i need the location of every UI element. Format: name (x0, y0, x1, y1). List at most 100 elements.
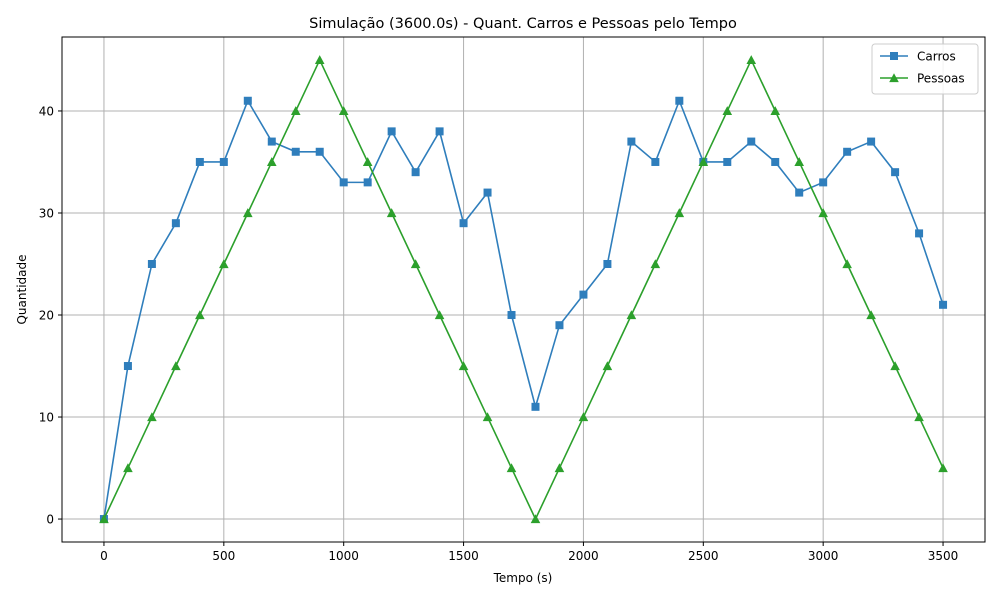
series-line (103, 98, 944, 520)
data-point (626, 310, 637, 320)
data-point (795, 188, 804, 197)
x-tick-label: 1500 (448, 549, 479, 563)
data-point (698, 157, 709, 167)
y-tick-label: 10 (39, 411, 54, 425)
x-tick-label: 2000 (568, 549, 599, 563)
data-point (482, 412, 493, 422)
data-point (315, 147, 324, 156)
series-line (103, 58, 944, 521)
x-tick-label: 3500 (928, 549, 959, 563)
legend-marker (889, 73, 899, 83)
x-tick-label: 3000 (808, 549, 839, 563)
data-point (387, 127, 396, 136)
y-tick-label: 30 (39, 206, 54, 220)
data-point (195, 310, 205, 320)
data-point (123, 463, 133, 473)
data-point (674, 208, 685, 218)
data-point (578, 412, 589, 422)
data-point (123, 362, 132, 371)
data-point (530, 514, 541, 524)
data-point (362, 157, 373, 167)
data-point (219, 157, 228, 166)
data-point (459, 219, 468, 228)
series-layer (99, 55, 948, 524)
data-point (651, 157, 660, 166)
data-point (842, 259, 852, 269)
y-axis-label: Quantidade (15, 254, 29, 324)
x-axis-label: Tempo (s) (493, 571, 553, 585)
chart-title: Simulação (3600.0s) - Quant. Carros e Pe… (309, 16, 737, 32)
data-point (746, 55, 757, 65)
data-point (915, 229, 924, 238)
legend-label: Carros (917, 50, 956, 64)
plot-frame (61, 36, 986, 543)
data-point (242, 208, 253, 218)
data-point (411, 168, 420, 177)
x-tick-label: 2500 (688, 549, 719, 563)
legend: Carros Pessoas (871, 43, 979, 95)
data-point (531, 402, 540, 411)
data-point (867, 137, 876, 146)
data-point (554, 463, 565, 473)
data-point (819, 178, 828, 187)
series-carros (99, 96, 948, 524)
data-point (483, 188, 492, 197)
data-point (171, 219, 180, 228)
data-point (314, 55, 325, 65)
data-point (171, 361, 181, 371)
data-point (843, 147, 852, 156)
data-point (291, 147, 300, 156)
data-point (363, 178, 372, 187)
data-point (290, 106, 301, 116)
data-point (579, 290, 588, 299)
y-tick-label: 0 (46, 513, 54, 527)
data-point (722, 106, 733, 116)
axis-ticks: 0 500 1000 1500 2000 2500 3000 3500 0 10 20 30 40 (39, 104, 959, 563)
data-point (675, 96, 684, 105)
data-point (266, 157, 277, 167)
y-tick-label: 40 (39, 104, 54, 118)
data-point (506, 463, 517, 473)
data-point (602, 361, 613, 371)
data-point (939, 300, 948, 309)
data-point (650, 259, 661, 269)
data-point (866, 310, 876, 320)
data-point (747, 137, 756, 146)
series-pessoas (99, 55, 948, 524)
grid-lines (62, 37, 985, 542)
data-point (99, 514, 109, 524)
legend-label: Pessoas (917, 72, 965, 86)
data-point (723, 157, 732, 166)
x-tick-label: 1000 (328, 549, 359, 563)
data-point (435, 127, 444, 136)
data-point (914, 412, 924, 422)
x-tick-label: 500 (212, 549, 235, 563)
data-point (555, 321, 564, 330)
data-point (386, 208, 397, 218)
data-point (339, 178, 348, 187)
data-point (243, 96, 252, 105)
data-point (219, 259, 229, 269)
data-point (410, 259, 421, 269)
data-point (890, 361, 900, 371)
data-point (603, 259, 612, 268)
legend-marker (890, 52, 898, 60)
data-point (818, 208, 828, 218)
data-point (147, 412, 157, 422)
data-point (771, 157, 780, 166)
x-tick-label: 0 (100, 549, 108, 563)
data-point (147, 259, 156, 268)
data-point (507, 311, 516, 320)
data-point (891, 168, 900, 177)
data-point (627, 137, 636, 146)
data-point (267, 137, 276, 146)
data-point (938, 463, 948, 473)
data-point (458, 361, 469, 371)
data-point (770, 106, 781, 116)
legend-item-pessoas: Pessoas (880, 72, 965, 86)
y-tick-label: 20 (39, 309, 54, 323)
legend-item-carros: Carros (880, 50, 956, 64)
data-point (338, 106, 349, 116)
data-point (434, 310, 445, 320)
